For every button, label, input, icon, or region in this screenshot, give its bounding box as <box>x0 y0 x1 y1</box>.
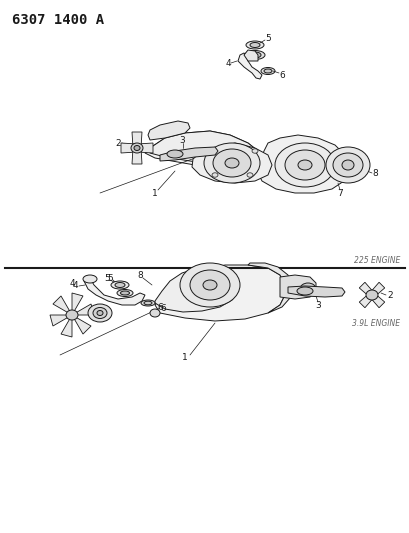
Ellipse shape <box>88 304 112 322</box>
Ellipse shape <box>296 287 312 295</box>
Ellipse shape <box>131 143 143 153</box>
Polygon shape <box>358 282 373 297</box>
Polygon shape <box>257 135 347 193</box>
Text: 2: 2 <box>386 290 392 300</box>
Polygon shape <box>132 132 142 148</box>
Ellipse shape <box>144 301 152 305</box>
Text: 2: 2 <box>115 139 121 148</box>
Ellipse shape <box>245 51 264 60</box>
Ellipse shape <box>150 309 160 317</box>
Text: 225 ENGINE: 225 ENGINE <box>353 256 399 265</box>
Polygon shape <box>155 267 237 312</box>
Polygon shape <box>137 143 153 153</box>
Polygon shape <box>369 293 384 308</box>
Ellipse shape <box>225 158 238 168</box>
Ellipse shape <box>365 290 377 300</box>
Polygon shape <box>72 293 83 315</box>
Polygon shape <box>237 53 261 79</box>
Text: 8: 8 <box>371 168 377 177</box>
Ellipse shape <box>202 280 216 290</box>
Polygon shape <box>287 286 344 297</box>
Ellipse shape <box>66 310 78 320</box>
Polygon shape <box>132 148 142 164</box>
Ellipse shape <box>97 311 103 316</box>
Polygon shape <box>61 315 72 337</box>
Text: 5: 5 <box>104 273 110 282</box>
Polygon shape <box>72 304 94 315</box>
Text: 5: 5 <box>107 273 112 282</box>
Text: 1: 1 <box>152 189 157 198</box>
Ellipse shape <box>332 153 362 177</box>
Ellipse shape <box>207 148 213 152</box>
Text: 5: 5 <box>265 34 270 43</box>
Ellipse shape <box>166 150 182 158</box>
Ellipse shape <box>213 149 250 177</box>
Text: 7: 7 <box>336 189 342 198</box>
Polygon shape <box>145 131 261 171</box>
Ellipse shape <box>204 143 259 183</box>
Polygon shape <box>369 282 384 297</box>
Ellipse shape <box>120 291 129 295</box>
Ellipse shape <box>83 275 97 283</box>
Polygon shape <box>191 143 271 183</box>
Polygon shape <box>121 143 137 153</box>
Ellipse shape <box>245 41 263 49</box>
Ellipse shape <box>252 149 257 153</box>
Text: 6307 1400 A: 6307 1400 A <box>12 13 104 27</box>
Ellipse shape <box>189 270 229 300</box>
Text: 8: 8 <box>137 271 142 279</box>
Text: 3.9L ENGINE: 3.9L ENGINE <box>351 319 399 328</box>
Text: 1: 1 <box>182 353 187 362</box>
Polygon shape <box>160 147 218 161</box>
Text: 4: 4 <box>225 59 230 68</box>
Ellipse shape <box>248 52 261 58</box>
Polygon shape <box>53 296 72 315</box>
Ellipse shape <box>274 143 334 187</box>
Ellipse shape <box>249 43 259 47</box>
Polygon shape <box>50 315 72 326</box>
Polygon shape <box>150 131 261 166</box>
Ellipse shape <box>284 150 324 180</box>
Text: 6: 6 <box>157 303 162 311</box>
Ellipse shape <box>263 69 271 73</box>
Ellipse shape <box>246 173 252 177</box>
Ellipse shape <box>117 289 133 296</box>
Polygon shape <box>84 278 145 305</box>
Ellipse shape <box>134 146 139 150</box>
Ellipse shape <box>115 282 125 287</box>
Ellipse shape <box>299 283 315 295</box>
Polygon shape <box>148 121 189 140</box>
Text: 6: 6 <box>160 303 166 312</box>
Ellipse shape <box>141 300 155 306</box>
Ellipse shape <box>325 147 369 183</box>
Ellipse shape <box>341 160 353 170</box>
Polygon shape <box>247 263 291 313</box>
Ellipse shape <box>297 160 311 170</box>
Text: 6: 6 <box>279 70 284 79</box>
Ellipse shape <box>180 263 239 307</box>
Polygon shape <box>243 50 257 61</box>
Ellipse shape <box>93 308 107 319</box>
Ellipse shape <box>261 68 274 75</box>
Text: 3: 3 <box>179 135 184 144</box>
Polygon shape <box>358 293 373 308</box>
Ellipse shape <box>111 281 129 289</box>
Ellipse shape <box>211 173 218 177</box>
Polygon shape <box>155 265 284 321</box>
Polygon shape <box>279 275 315 299</box>
Text: 4: 4 <box>69 279 74 287</box>
Polygon shape <box>72 315 91 334</box>
Text: 4: 4 <box>72 280 78 289</box>
Text: 3: 3 <box>315 301 320 310</box>
